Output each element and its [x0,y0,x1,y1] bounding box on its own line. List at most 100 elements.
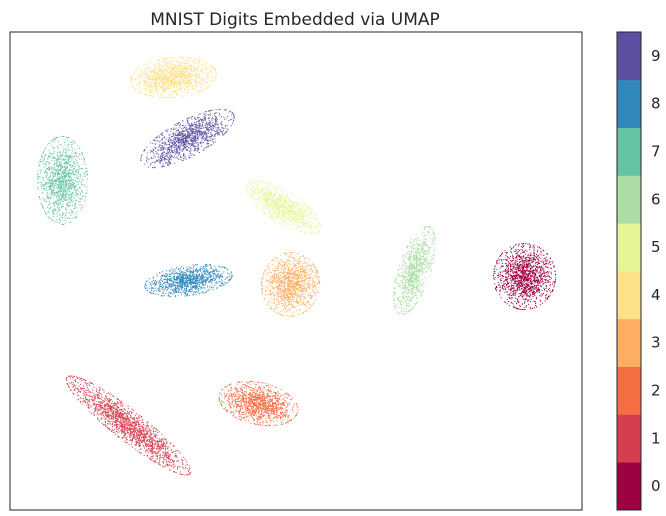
data-point [278,408,280,410]
data-point [136,433,137,435]
data-point [124,434,126,436]
data-point [523,284,525,285]
data-point [249,397,251,399]
data-point [540,271,542,273]
data-point [513,290,515,292]
data-point [252,418,254,420]
data-point [270,412,272,414]
data-point [530,257,532,259]
data-point [136,440,138,442]
data-point [531,282,533,284]
data-point [278,275,279,277]
data-point [539,304,541,306]
data-point [284,411,286,413]
data-point [285,295,287,297]
data-point [127,420,129,422]
data-point [505,277,507,278]
data-point [293,405,295,407]
data-point [169,464,171,466]
data-point [131,408,133,410]
data-point [280,296,282,297]
data-point [152,443,153,445]
data-point [514,292,516,294]
data-point [118,415,120,417]
data-point [136,441,137,443]
data-point [540,280,542,282]
data-point [171,449,172,451]
data-point [553,281,555,283]
data-point [242,400,244,402]
data-point [519,270,521,272]
data-point [529,274,531,276]
data-point [530,269,532,271]
cluster-digit-0 [493,243,556,310]
data-point [260,394,262,396]
data-point [147,446,149,447]
data-point [88,400,90,402]
data-point [305,275,307,277]
data-point [269,389,271,391]
data-point [141,416,143,418]
data-point [186,474,188,476]
data-point [542,264,544,266]
data-point [539,275,541,277]
data-point [78,399,79,401]
data-point [149,430,151,432]
data-point [515,271,517,273]
data-point [108,400,110,402]
data-point [281,281,283,283]
data-point [250,401,252,403]
data-point [529,301,531,303]
data-point [241,391,243,393]
data-point [122,429,124,431]
data-point [266,303,268,305]
data-point [270,401,272,403]
data-point [513,306,515,308]
data-point [541,281,543,283]
data-point [289,399,291,401]
data-point [120,409,122,411]
data-point [263,387,265,389]
data-point [235,394,236,396]
data-point [524,291,526,293]
data-point [147,429,149,431]
data-point [284,279,286,281]
data-point [118,429,120,431]
data-point [272,405,274,407]
data-point [243,387,245,388]
data-point [278,303,280,305]
data-point [505,267,507,269]
data-point [252,393,254,395]
data-point [532,273,533,275]
data-point [267,406,269,408]
data-point [101,411,103,413]
data-point [253,415,255,417]
data-point [100,408,102,410]
data-point [545,259,547,261]
data-point [131,412,133,413]
data-point [268,406,270,408]
data-point [116,405,118,407]
data-point [115,411,117,413]
data-point [525,278,527,280]
data-point [284,413,286,415]
data-point [136,418,138,420]
data-point [111,417,113,419]
data-point [235,390,237,392]
data-point [246,381,247,383]
data-point [272,408,274,410]
data-point [288,274,290,276]
data-point [109,413,111,415]
data-point [135,418,137,420]
data-point [134,436,136,438]
data-point [173,451,175,452]
data-point [520,256,522,257]
data-point [522,277,524,279]
data-point [125,413,127,415]
data-point [506,252,508,254]
data-point [246,407,248,409]
data-point [176,455,178,457]
data-point [278,286,280,288]
data-point [507,281,509,283]
data-point [71,377,73,379]
